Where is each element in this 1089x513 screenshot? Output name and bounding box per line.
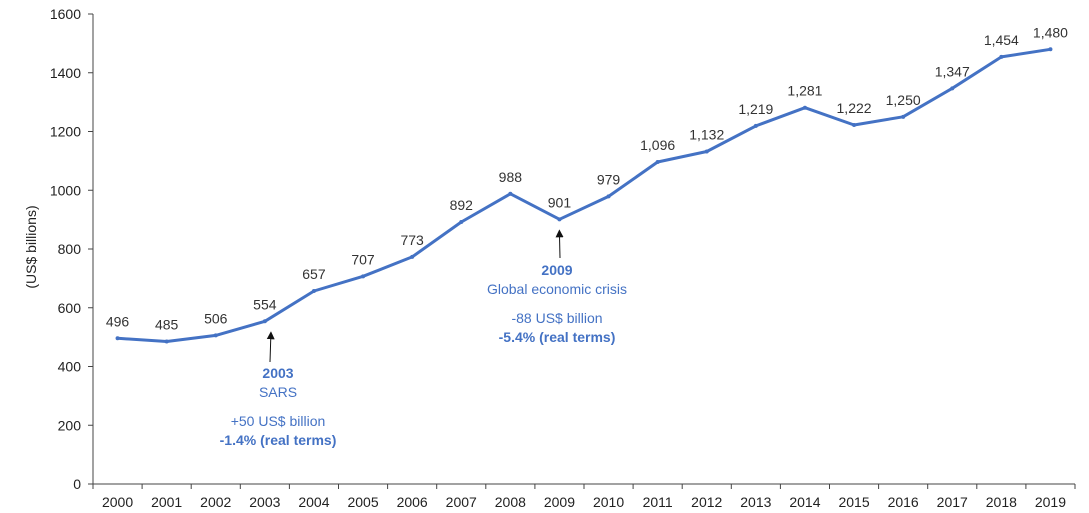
annotation-arrow: [555, 229, 564, 259]
data-point: [508, 191, 513, 196]
x-tick-label: 2004: [298, 494, 329, 510]
data-point: [262, 319, 267, 324]
data-label: 657: [302, 266, 326, 282]
data-label: 979: [597, 171, 621, 187]
x-tick-label: 2005: [347, 494, 378, 510]
data-label: 773: [400, 232, 424, 248]
data-label: 1,219: [738, 101, 773, 117]
annotation-text: 2009: [541, 262, 572, 278]
x-tick-label: 2012: [691, 494, 722, 510]
data-point: [852, 123, 857, 128]
annotation-text: SARS: [259, 384, 297, 400]
data-point: [704, 149, 709, 154]
x-tick-label: 2003: [249, 494, 280, 510]
annotations: 2003 SARS +50 US$ billion -1.4% (real terms…: [220, 229, 627, 448]
y-tick-label: 1200: [50, 124, 81, 140]
data-point: [950, 86, 955, 91]
data-label: 496: [106, 313, 130, 329]
data-label: 901: [548, 194, 572, 210]
x-tick-label: 2017: [937, 494, 968, 510]
data-label: 707: [351, 251, 375, 267]
annotation-text: Global economic crisis: [487, 281, 627, 297]
y-tick-label: 1600: [50, 6, 81, 22]
data-point: [655, 160, 660, 165]
x-tick-label: 2018: [986, 494, 1017, 510]
data-point: [802, 105, 807, 110]
x-tick-label: 2008: [495, 494, 526, 510]
data-label: 892: [450, 197, 474, 213]
data-point: [361, 274, 366, 279]
data-point: [999, 54, 1004, 59]
y-tick-label: 800: [58, 241, 82, 257]
x-tick-label: 2007: [446, 494, 477, 510]
x-tick-label: 2014: [789, 494, 820, 510]
y-tick-label: 400: [58, 359, 82, 375]
data-point: [557, 217, 562, 222]
x-tick-label: 2009: [544, 494, 575, 510]
data-point: [311, 289, 316, 294]
y-axis-label: (US$ billions): [23, 205, 39, 288]
y-tick-label: 600: [58, 300, 82, 316]
data-label: 988: [499, 169, 523, 185]
annotation-arrow: [266, 331, 275, 363]
data-point: [164, 339, 169, 344]
x-tick-label: 2010: [593, 494, 624, 510]
y-tick-label: 200: [58, 417, 82, 433]
y-axis-ticks: 0 200 400 600 800 1000 1200 1400 1600: [50, 6, 93, 492]
x-tick-label: 2019: [1035, 494, 1066, 510]
data-label: 1,250: [886, 92, 921, 108]
annotation-text: -5.4% (real terms): [499, 329, 616, 345]
data-point: [459, 219, 464, 224]
x-tick-label: 2015: [838, 494, 869, 510]
data-point: [753, 123, 758, 128]
x-tick-label: 2016: [888, 494, 919, 510]
data-point: [606, 194, 611, 199]
y-tick-label: 1000: [50, 182, 81, 198]
data-point: [1048, 47, 1053, 52]
data-labels: 496 485 506 554 657 707 773 892 988 901 979 1,096 1,…: [106, 24, 1068, 344]
series-line: [116, 47, 1052, 343]
annotation-text: 2003: [262, 365, 293, 381]
data-point: [213, 333, 218, 338]
data-label: 1,454: [984, 32, 1019, 48]
data-label: 485: [155, 317, 179, 333]
x-tick-label: 2001: [151, 494, 182, 510]
series-polyline: [116, 47, 1052, 343]
data-label: 554: [253, 296, 277, 312]
data-point: [901, 114, 906, 119]
x-tick-label: 2006: [397, 494, 428, 510]
data-point: [115, 336, 120, 341]
data-label: 1,222: [837, 100, 872, 116]
annotation-text: -1.4% (real terms): [220, 432, 337, 448]
data-label: 1,096: [640, 137, 675, 153]
annotation-text: +50 US$ billion: [231, 413, 326, 429]
data-point: [410, 254, 415, 259]
x-tick-label: 2013: [740, 494, 771, 510]
data-label: 1,480: [1033, 24, 1068, 40]
x-axis-ticks: 2000 2001 2002 2003 2004 2005 2006 2007 2008 2009…: [92, 484, 1076, 510]
y-tick-label: 1400: [50, 65, 81, 81]
x-tick-label: 2011: [643, 494, 673, 510]
data-label: 1,347: [935, 63, 970, 79]
annotation-text: -88 US$ billion: [511, 310, 602, 326]
data-label: 1,132: [689, 126, 724, 142]
data-label: 506: [204, 310, 228, 326]
y-tick-label: 0: [73, 476, 81, 492]
x-tick-label: 2002: [200, 494, 231, 510]
data-label: 1,281: [787, 83, 822, 99]
x-tick-label: 2000: [102, 494, 133, 510]
